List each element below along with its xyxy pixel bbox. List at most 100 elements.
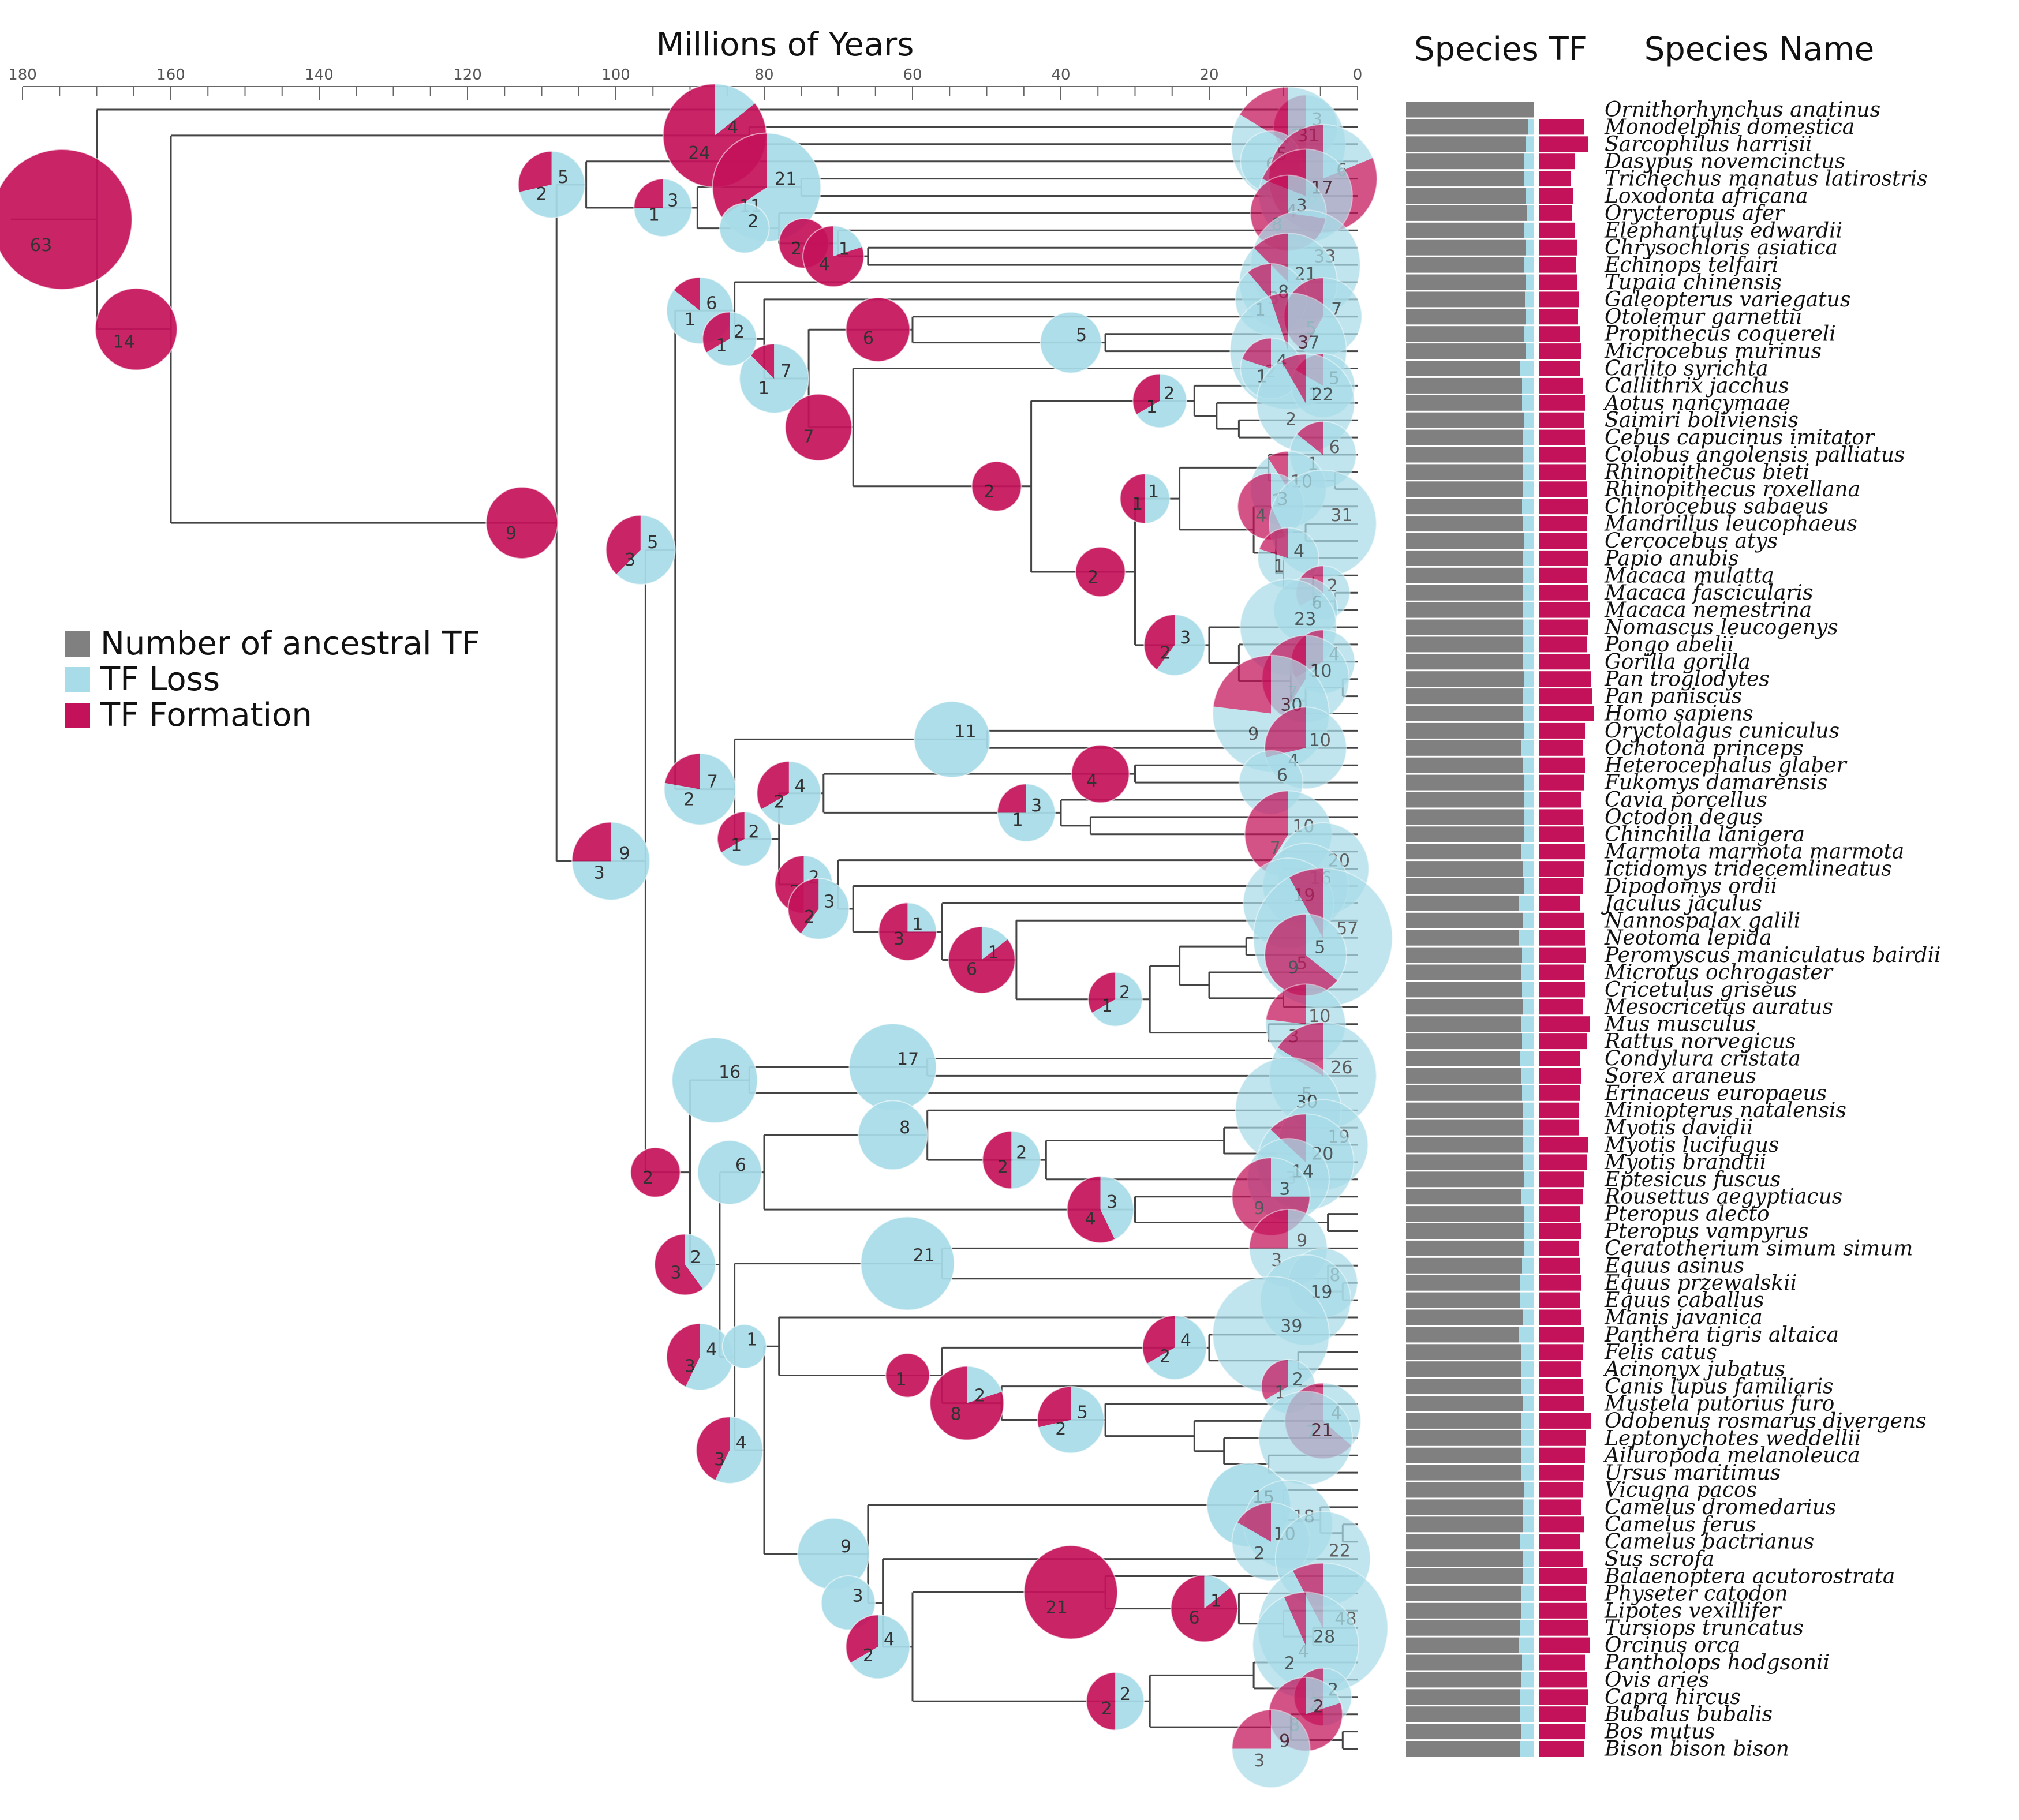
bar-loss — [1523, 567, 1534, 583]
pie-gain-slice — [982, 1131, 1012, 1189]
pie-gain-slice — [717, 812, 745, 853]
pie-loss-slice — [722, 1324, 767, 1369]
pie-loss-label: 21 — [913, 1246, 935, 1266]
pie-gain-slice — [1242, 338, 1271, 369]
node-pie: 9 — [485, 486, 559, 560]
species-name: Lipotes vexillifer — [1604, 1599, 1782, 1623]
pie-loss-label: 1 — [1210, 1591, 1221, 1612]
pie-loss-slice — [801, 878, 850, 939]
pie-loss-label: 22 — [1312, 385, 1334, 405]
axis-tick-label: 120 — [453, 66, 482, 84]
pie-outline — [845, 297, 911, 362]
pie-outline — [1231, 1709, 1311, 1789]
bar-ancestral — [1406, 1413, 1521, 1429]
species-name-heading: Species Name — [1644, 31, 1875, 68]
bar-formation — [1539, 1068, 1581, 1084]
bar-loss — [1524, 722, 1534, 739]
bar-loss — [1524, 1223, 1534, 1239]
bar-ancestral — [1406, 1033, 1522, 1050]
bar-formation — [1539, 1620, 1588, 1636]
pie-outline — [885, 1353, 930, 1398]
pie-outline — [665, 276, 734, 344]
bar-loss — [1520, 1275, 1534, 1291]
pie-gain-slice — [846, 1615, 878, 1663]
pie-gain-label: 2 — [774, 792, 785, 812]
bar-ancestral — [1406, 774, 1524, 791]
bar-ancestral — [1406, 1275, 1520, 1291]
pie-loss-slice — [914, 701, 990, 778]
bar-loss — [1523, 654, 1534, 670]
bar-formation — [1539, 516, 1587, 532]
bar-loss — [1520, 1534, 1534, 1550]
bar-formation — [1539, 395, 1585, 411]
pie-outline — [633, 178, 693, 238]
species-name: Equus caballus — [1604, 1289, 1764, 1312]
bar-formation — [1539, 826, 1584, 842]
bar-ancestral — [1406, 136, 1526, 152]
pie-loss-label: 1 — [988, 943, 999, 963]
node-pie: 11 — [913, 701, 991, 778]
pie-gain-label: 2 — [804, 907, 815, 927]
pie-loss-label: 16 — [719, 1062, 741, 1083]
pie-gain-label: 1 — [758, 379, 769, 399]
pie-gain-label: 2 — [1284, 1653, 1295, 1673]
pie-gain-slice — [1277, 1022, 1323, 1076]
bar-formation — [1539, 878, 1583, 894]
species-name: Ovis aries — [1605, 1668, 1709, 1692]
pie-outline — [1075, 546, 1126, 597]
species-name: Neotoma lepida — [1604, 926, 1772, 950]
pie-gain-label: 1 — [1012, 810, 1023, 830]
bar-loss — [1524, 533, 1534, 549]
pie-gain-slice — [486, 487, 558, 559]
bar-ancestral — [1406, 447, 1523, 463]
pie-loss-slice — [861, 1216, 955, 1310]
bar-formation — [1539, 585, 1588, 601]
pie-loss-label: 1 — [746, 1330, 757, 1350]
species-name: Condylura cristata — [1605, 1047, 1801, 1071]
pie-loss-label: 3 — [1031, 796, 1042, 816]
bar-ancestral — [1406, 792, 1524, 808]
bar-loss — [1521, 1016, 1534, 1032]
pie-gain-label: 3 — [594, 863, 605, 883]
pie-loss-label: 7 — [781, 361, 792, 381]
bar-ancestral — [1406, 999, 1523, 1015]
pie-loss-label: 6 — [1277, 765, 1288, 785]
bar-formation — [1539, 1102, 1579, 1118]
species-name: Equus asinus — [1604, 1254, 1744, 1278]
pie-gain-slice — [1270, 293, 1288, 351]
pie-loss-label: 9 — [619, 844, 630, 864]
bar-ancestral — [1406, 1396, 1523, 1411]
pie-loss-label: 6 — [706, 293, 717, 313]
species-name: Camelus dromedarius — [1605, 1496, 1836, 1519]
bar-loss — [1523, 1568, 1534, 1584]
bar-formation — [1539, 188, 1573, 204]
bar-formation — [1539, 1706, 1586, 1722]
pie-gain-slice — [757, 761, 789, 810]
node-pie: 2 — [971, 460, 1022, 512]
pie-loss-slice — [715, 1417, 763, 1484]
pie-gain-label: 3 — [671, 1263, 682, 1283]
species-name: Loxodonta africana — [1604, 185, 1808, 208]
pie-outline — [485, 486, 559, 560]
pie-gain-label: 1 — [649, 205, 660, 226]
bar-loss — [1526, 309, 1534, 325]
pie-outline — [982, 1130, 1041, 1190]
pie-outline — [517, 151, 586, 219]
species-name: Galeopterus variegatus — [1605, 288, 1850, 312]
pie-loss-slice — [1204, 1575, 1231, 1609]
bar-loss — [1522, 395, 1534, 411]
bar-formation — [1539, 1275, 1581, 1291]
node-pie: 7 — [784, 393, 853, 462]
node-pie: 11 — [1119, 473, 1171, 525]
bar-ancestral — [1406, 1361, 1521, 1377]
pie-loss-slice — [1091, 972, 1142, 1027]
bar-ancestral — [1406, 1379, 1521, 1395]
bar-loss — [1523, 1119, 1534, 1136]
species-name: Oryctolagus cuniculus — [1605, 719, 1839, 743]
species-name: Microtus ochrogaster — [1604, 961, 1834, 984]
pie-loss-label: 4 — [884, 1630, 895, 1650]
bar-loss — [1523, 1154, 1534, 1170]
species-name: Orcinus orca — [1605, 1634, 1740, 1657]
